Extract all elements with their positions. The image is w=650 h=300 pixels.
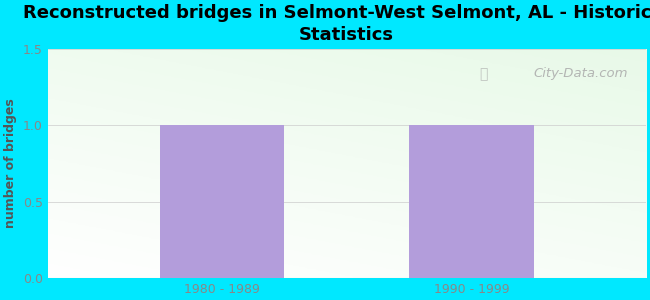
Text: ⓘ: ⓘ <box>479 67 488 81</box>
Text: City-Data.com: City-Data.com <box>534 67 628 80</box>
Title: Reconstructed bridges in Selmont-West Selmont, AL - Historical
Statistics: Reconstructed bridges in Selmont-West Se… <box>23 4 650 44</box>
Bar <box>409 125 534 278</box>
Y-axis label: number of bridges: number of bridges <box>4 98 17 228</box>
Bar <box>160 125 285 278</box>
